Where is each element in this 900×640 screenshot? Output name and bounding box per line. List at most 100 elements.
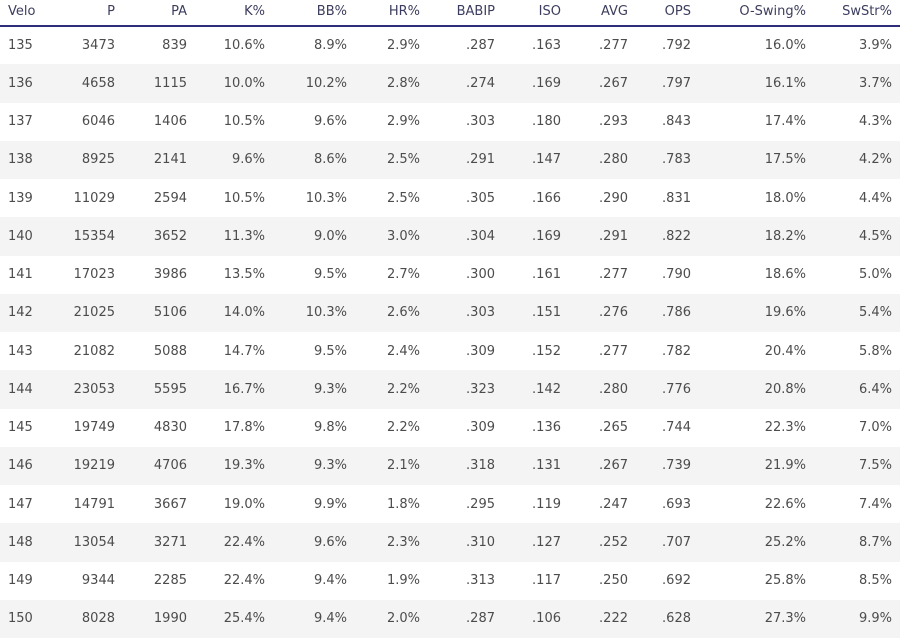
- table-cell: 3652: [153, 228, 187, 244]
- table-cell: .291: [466, 152, 495, 168]
- table-cell: 9.8%: [313, 420, 347, 436]
- table-cell: 141: [8, 267, 33, 283]
- column-header-k[interactable]: K%: [195, 0, 273, 27]
- table-cell: .276: [599, 305, 628, 321]
- table-cell: 143: [8, 343, 33, 359]
- column-header-bb[interactable]: BB%: [273, 0, 355, 27]
- column-header-ops[interactable]: OPS: [636, 0, 699, 27]
- table-cell: 8028: [81, 611, 115, 627]
- column-header-iso[interactable]: ISO: [503, 0, 569, 27]
- table-cell: 142: [8, 305, 33, 321]
- table-cell: .274: [466, 75, 495, 91]
- table-cell: 22.4%: [223, 573, 265, 589]
- column-header-babip[interactable]: BABIP: [428, 0, 503, 27]
- table-cell: 145: [8, 420, 33, 436]
- table-row: 146 19219 4706 19.3% 9.3% 2.1% .318 .131 .267 .73…: [0, 446, 900, 485]
- table-cell: 22.3%: [764, 420, 806, 436]
- table-cell: 14.7%: [223, 343, 265, 359]
- column-header-velo[interactable]: Velo: [0, 0, 68, 27]
- table-cell: 9344: [81, 573, 115, 589]
- table-cell: 4.5%: [858, 228, 892, 244]
- table-cell: 3.0%: [386, 228, 420, 244]
- table-cell: 25.8%: [764, 573, 806, 589]
- table-cell: .295: [466, 496, 495, 512]
- table-cell: 15354: [73, 228, 115, 244]
- table-cell: 19219: [73, 458, 115, 474]
- table-cell: 13.5%: [223, 267, 265, 283]
- table-cell: 2.9%: [386, 38, 420, 54]
- table-row: 150 8028 1990 25.4% 9.4% 2.0% .287 .106 .222 .628…: [0, 599, 900, 638]
- table-cell: 21.9%: [764, 458, 806, 474]
- table-cell: 1406: [153, 114, 187, 130]
- table-cell: .280: [599, 381, 628, 397]
- table-cell: .309: [466, 420, 495, 436]
- table-cell: 7.4%: [858, 496, 892, 512]
- table-cell: 14.0%: [223, 305, 265, 321]
- table-cell: 19749: [73, 420, 115, 436]
- table-cell: 19.6%: [764, 305, 806, 321]
- table-cell: 136: [8, 75, 33, 91]
- table-cell: 13054: [73, 534, 115, 550]
- table-cell: .786: [662, 305, 691, 321]
- table-cell: 7.0%: [858, 420, 892, 436]
- table-cell: 10.3%: [305, 190, 347, 206]
- table-header: Velo P PA K% BB% HR% BABIP ISO AVG OPS O-Swing% SwS…: [0, 0, 900, 27]
- table-cell: .290: [599, 190, 628, 206]
- table-cell: 2141: [153, 152, 187, 168]
- table-cell: 5.8%: [858, 343, 892, 359]
- table-cell: 144: [8, 381, 33, 397]
- table-cell: .180: [532, 114, 561, 130]
- table-cell: 21082: [73, 343, 115, 359]
- table-cell: 2.4%: [386, 343, 420, 359]
- table-cell: .252: [599, 534, 628, 550]
- column-header-avg[interactable]: AVG: [569, 0, 636, 27]
- table-row: 141 17023 3986 13.5% 9.5% 2.7% .300 .161 .277 .79…: [0, 256, 900, 294]
- table-cell: 17.8%: [223, 420, 265, 436]
- column-header-pa[interactable]: PA: [123, 0, 195, 27]
- table-cell: .166: [532, 190, 561, 206]
- column-header-o-swing[interactable]: O-Swing%: [699, 0, 814, 27]
- table-cell: .142: [532, 381, 561, 397]
- column-header-hr[interactable]: HR%: [355, 0, 428, 27]
- table-cell: 9.6%: [313, 114, 347, 130]
- table-row: 147 14791 3667 19.0% 9.9% 1.8% .295 .119 .247 .69…: [0, 485, 900, 523]
- table-cell: .169: [532, 228, 561, 244]
- table-cell: 1990: [153, 611, 187, 627]
- table-cell: .265: [599, 420, 628, 436]
- table-cell: .304: [466, 228, 495, 244]
- table-cell: .692: [662, 573, 691, 589]
- table-cell: 8.9%: [313, 38, 347, 54]
- table-row: 139 11029 2594 10.5% 10.3% 2.5% .305 .166 .290 .8…: [0, 179, 900, 217]
- column-header-p[interactable]: P: [68, 0, 123, 27]
- table-cell: .318: [466, 458, 495, 474]
- table-cell: 10.2%: [305, 75, 347, 91]
- table-cell: 16.7%: [223, 381, 265, 397]
- table-cell: 19.3%: [223, 458, 265, 474]
- table-cell: .106: [532, 611, 561, 627]
- table-cell: 6.4%: [858, 381, 892, 397]
- table-cell: 9.6%: [313, 534, 347, 550]
- table-cell: 17.5%: [764, 152, 806, 168]
- table-cell: 135: [8, 38, 33, 54]
- table-cell: 9.3%: [313, 381, 347, 397]
- table-cell: .161: [532, 267, 561, 283]
- table-cell: .250: [599, 573, 628, 589]
- table-cell: .147: [532, 152, 561, 168]
- table-cell: 150: [8, 611, 33, 627]
- table-cell: 3986: [153, 267, 187, 283]
- table-cell: 27.3%: [764, 611, 806, 627]
- table-cell: 18.2%: [764, 228, 806, 244]
- table-cell: 2.3%: [386, 534, 420, 550]
- column-header-swstr[interactable]: SwStr%: [814, 0, 900, 27]
- table-cell: 9.6%: [231, 152, 265, 168]
- table-cell: 8925: [81, 152, 115, 168]
- table-cell: 20.8%: [764, 381, 806, 397]
- table-cell: .310: [466, 534, 495, 550]
- table-cell: .222: [599, 611, 628, 627]
- table-cell: .744: [662, 420, 691, 436]
- table-cell: .797: [662, 75, 691, 91]
- table-cell: .843: [662, 114, 691, 130]
- table-row: 136 4658 1115 10.0% 10.2% 2.8% .274 .169 .267 .79…: [0, 64, 900, 103]
- table-cell: 2.0%: [386, 611, 420, 627]
- table-cell: 8.5%: [858, 573, 892, 589]
